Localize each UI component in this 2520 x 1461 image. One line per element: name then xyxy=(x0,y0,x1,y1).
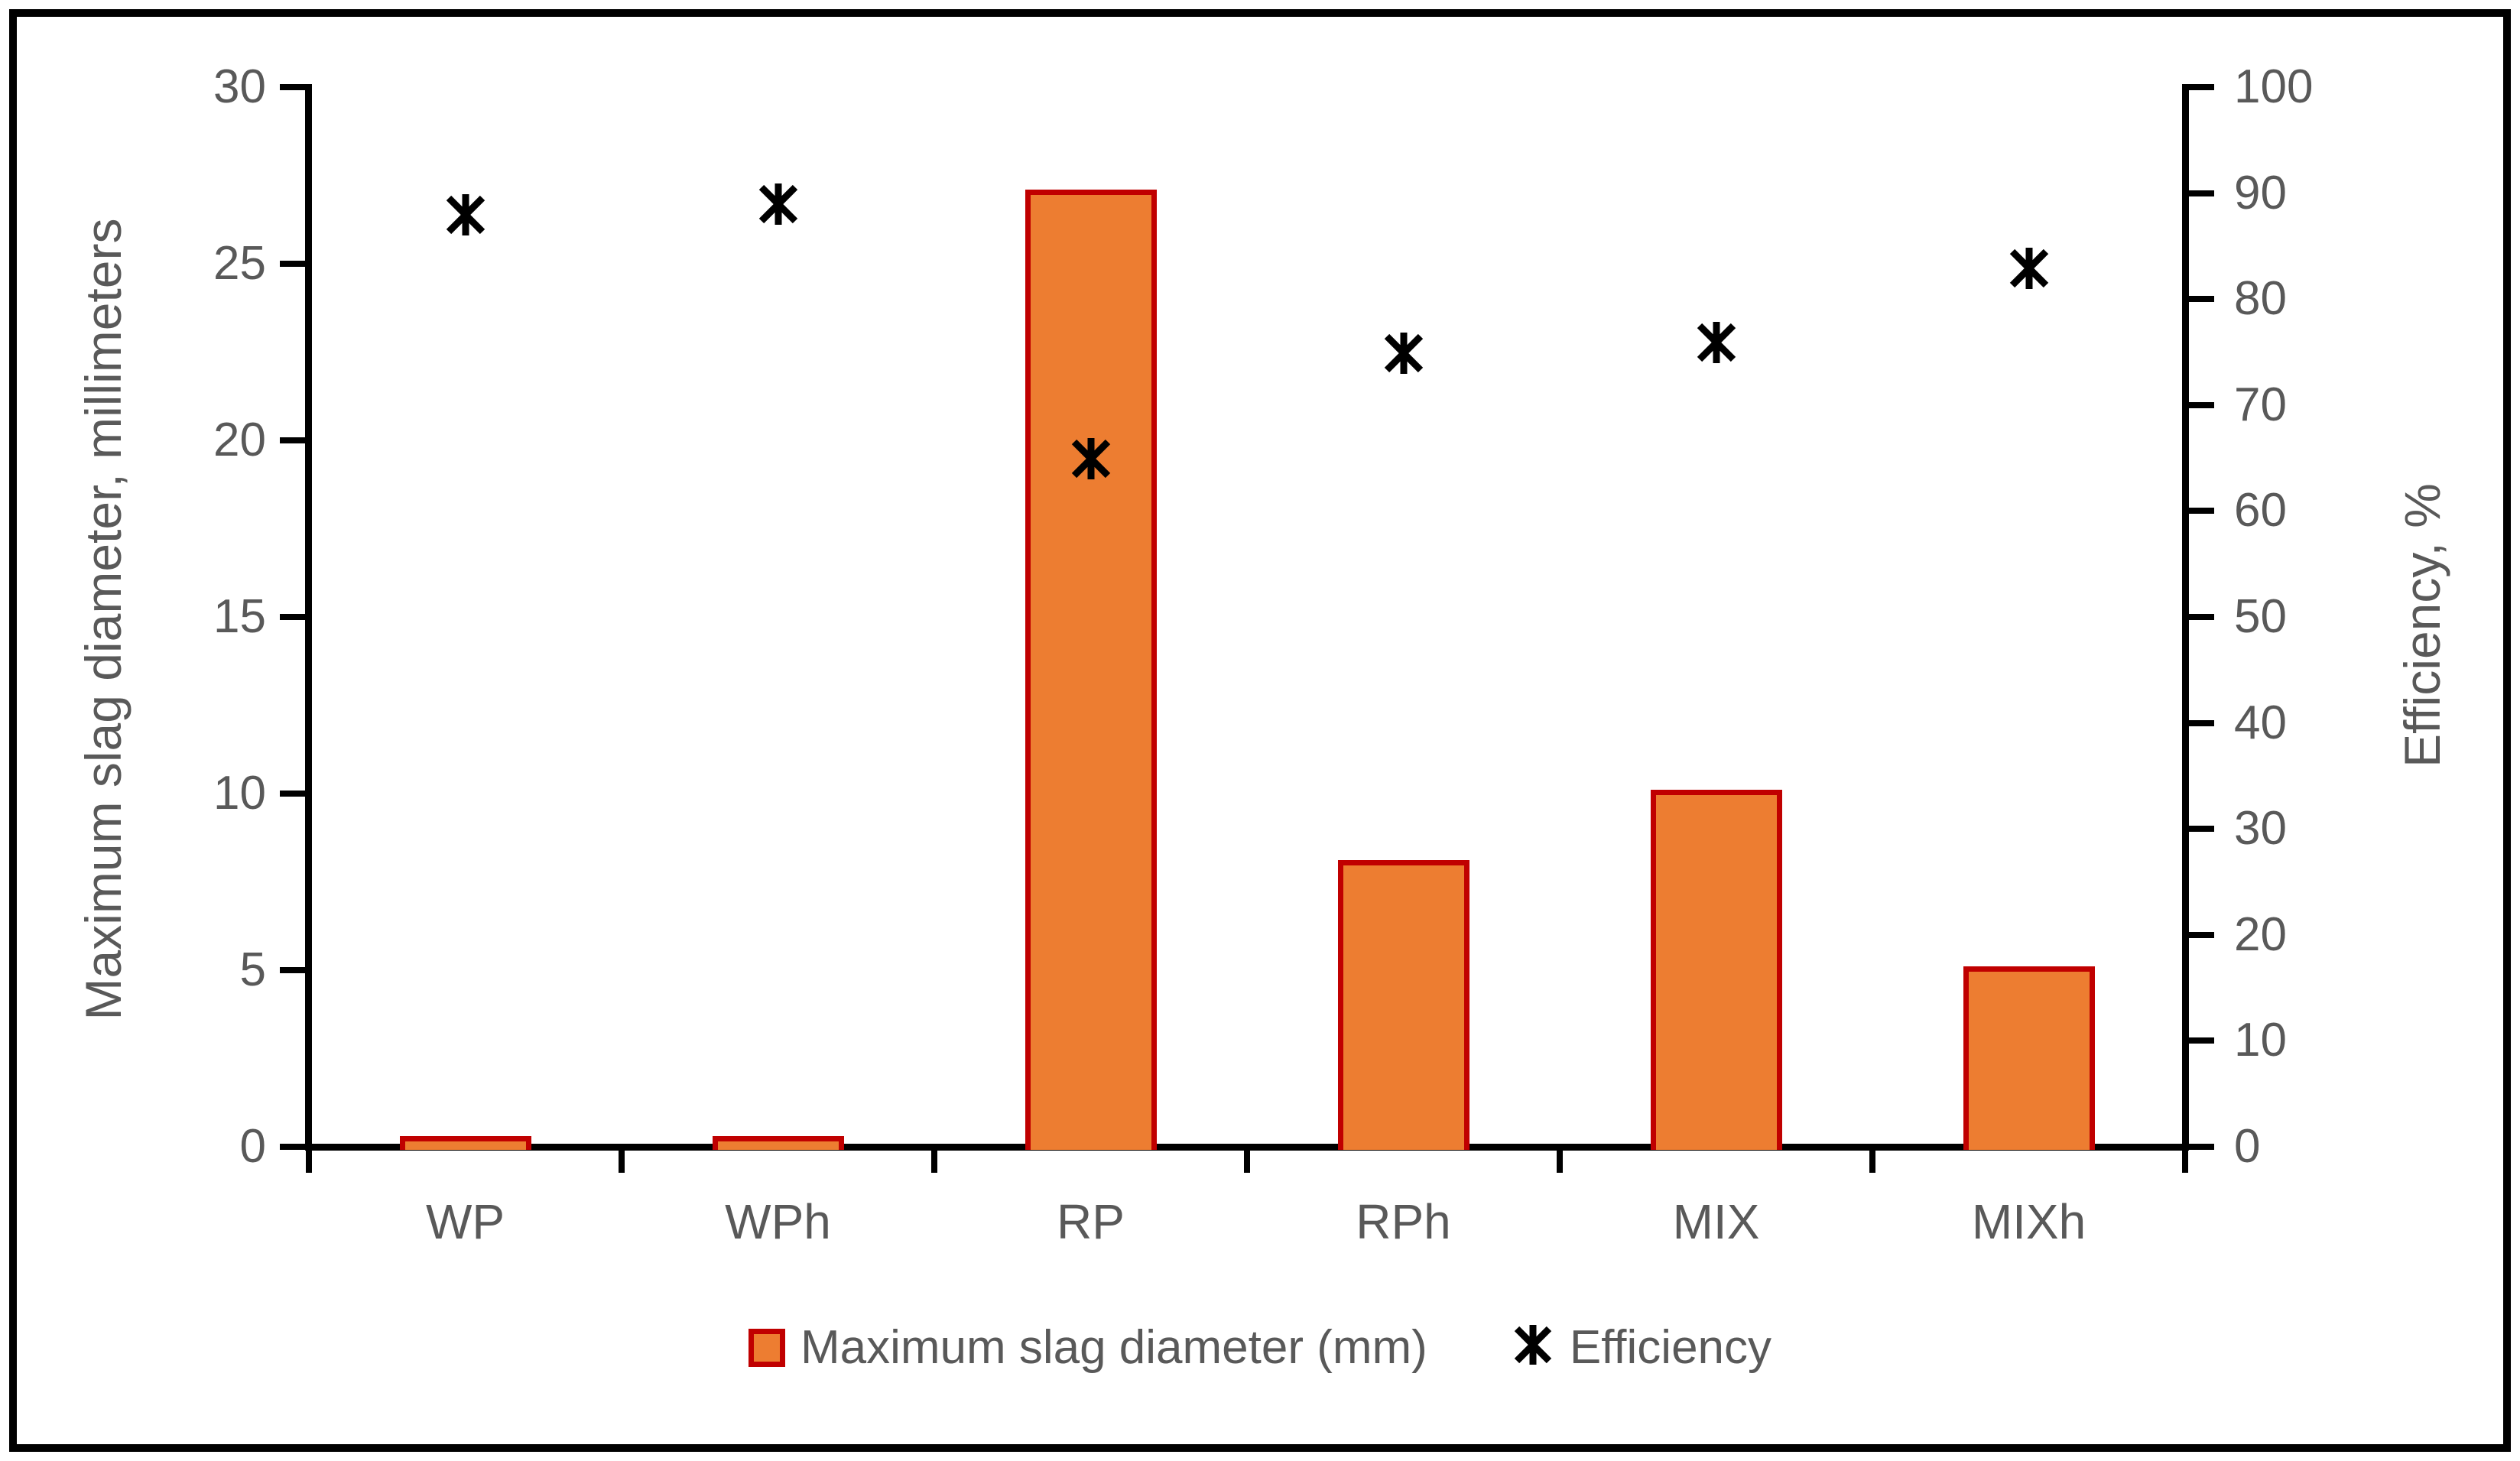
right-axis-tick-label: 0 xyxy=(2234,1120,2261,1173)
left-axis-tick xyxy=(280,614,309,620)
left-axis-tick xyxy=(280,967,309,973)
bar-swatch-icon xyxy=(748,1329,785,1367)
right-axis-tick xyxy=(2185,84,2214,90)
x-axis-tick xyxy=(1869,1147,1875,1173)
x-axis-tick xyxy=(931,1147,937,1173)
left-axis-title: Maximum slag diameter, millimeters xyxy=(75,218,132,1021)
left-axis-tick-label: 20 xyxy=(213,414,266,466)
left-axis-tick-label: 25 xyxy=(213,237,266,290)
right-axis-tick xyxy=(2185,190,2214,196)
bar-rp xyxy=(1025,189,1157,1150)
legend-scatter-series-label: Efficiency xyxy=(1569,1321,1772,1374)
right-axis-tick-label: 10 xyxy=(2234,1014,2287,1067)
efficiency-marker-mix xyxy=(1695,319,1738,365)
bar-rph xyxy=(1337,860,1469,1150)
left-axis-tick xyxy=(280,84,309,90)
left-axis-tick xyxy=(280,437,309,443)
legend-item-scatter-series: Efficiency xyxy=(1512,1321,1771,1375)
category-label-mix: MIX xyxy=(1672,1194,1760,1249)
category-label-wph: WPh xyxy=(725,1194,831,1249)
right-axis-tick xyxy=(2185,508,2214,515)
category-label-rph: RPh xyxy=(1356,1194,1451,1249)
left-axis-tick-label: 30 xyxy=(213,60,266,113)
efficiency-marker-rph xyxy=(1382,330,1425,375)
x-axis-tick xyxy=(2182,1147,2188,1173)
efficiency-marker-rp xyxy=(1070,435,1112,481)
legend-item-bar-series: Maximum slag diameter (mm) xyxy=(748,1321,1427,1374)
bar-mixh xyxy=(1963,966,2095,1150)
right-axis-tick xyxy=(2185,401,2214,408)
category-label-wp: WP xyxy=(425,1194,505,1249)
category-label-mixh: MIXh xyxy=(1971,1194,2086,1249)
bar-wph xyxy=(712,1135,844,1150)
legend-bar-series-label: Maximum slag diameter (mm) xyxy=(800,1321,1427,1374)
left-axis-tick xyxy=(280,1144,309,1150)
bar-wp xyxy=(399,1135,531,1150)
efficiency-marker-wph xyxy=(757,180,800,226)
right-axis-tick-label: 30 xyxy=(2234,802,2287,855)
right-axis-tick xyxy=(2185,296,2214,303)
right-axis-tick xyxy=(2185,1037,2214,1044)
left-axis-tick-label: 0 xyxy=(239,1120,266,1173)
right-axis-title: Efficiency, % xyxy=(2394,483,2450,768)
left-axis-tick-label: 5 xyxy=(239,943,266,996)
right-axis-tick-label: 70 xyxy=(2234,378,2287,431)
left-axis-tick-label: 10 xyxy=(213,767,266,820)
right-axis-tick xyxy=(2185,719,2214,726)
right-axis-tick xyxy=(2185,931,2214,938)
asterisk-marker-icon xyxy=(1512,1321,1554,1375)
category-label-rp: RP xyxy=(1057,1194,1125,1249)
right-axis-tick-label: 40 xyxy=(2234,696,2287,749)
left-axis-tick xyxy=(280,791,309,797)
left-axis-tick-label: 15 xyxy=(213,590,266,643)
right-axis-tick-label: 20 xyxy=(2234,907,2287,961)
efficiency-marker-mixh xyxy=(2008,245,2051,291)
right-axis-tick-label: 100 xyxy=(2234,60,2314,113)
right-axis-tick xyxy=(2185,1144,2214,1150)
efficiency-marker-wp xyxy=(444,191,487,237)
right-axis-tick-label: 90 xyxy=(2234,166,2287,219)
right-axis-tick-label: 50 xyxy=(2234,590,2287,643)
x-axis-tick xyxy=(619,1147,625,1173)
right-axis-tick-label: 60 xyxy=(2234,484,2287,537)
x-axis-tick xyxy=(306,1147,312,1173)
chart-frame xyxy=(9,9,2511,1452)
right-axis-tick-label: 80 xyxy=(2234,272,2287,326)
bar-mix xyxy=(1650,790,1782,1150)
x-axis-tick xyxy=(1557,1147,1563,1173)
legend: Maximum slag diameter (mm) Efficiency xyxy=(0,1320,2520,1376)
right-axis-tick xyxy=(2185,614,2214,620)
right-axis-tick xyxy=(2185,826,2214,833)
x-axis-tick xyxy=(1244,1147,1250,1173)
left-axis-tick xyxy=(280,261,309,267)
